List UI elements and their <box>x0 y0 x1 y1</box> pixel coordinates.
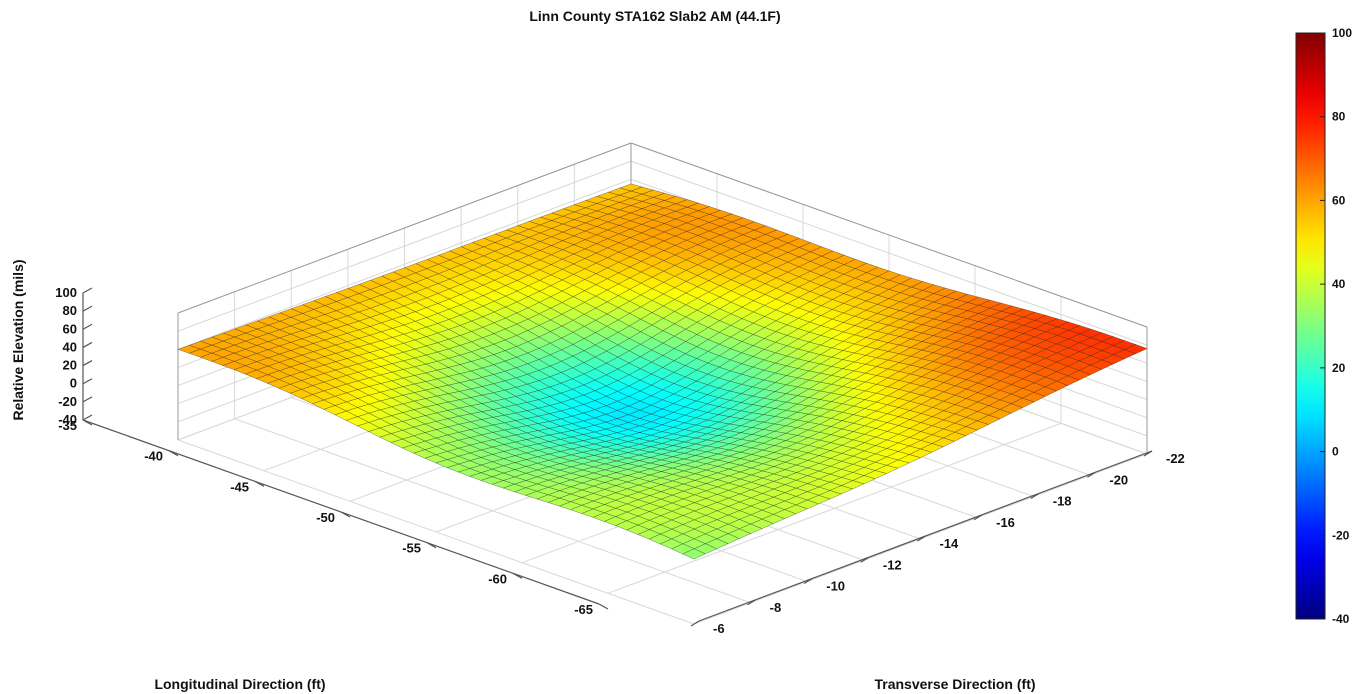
colorbar-tick-label: 80 <box>1332 110 1346 124</box>
z-tick-label: 60 <box>63 321 77 336</box>
y-tick-label: -18 <box>1053 494 1072 509</box>
y-axis-ticks: -6 -8 -10 -12 -14 -16 -18 -20 -22 <box>690 450 1185 636</box>
z-tick-label: 100 <box>55 285 77 300</box>
x-tick-label: -60 <box>488 571 507 586</box>
y-tick-label: -14 <box>940 536 960 551</box>
x-tick-label: -45 <box>230 479 249 494</box>
colorbar <box>1295 32 1326 620</box>
x-axis-ticks: -35 -40 -45 -50 -55 -60 -65 <box>58 418 609 617</box>
z-tick-label: -20 <box>58 394 77 409</box>
colorbar-tick-label: 0 <box>1332 445 1339 459</box>
z-tick-label: 40 <box>63 339 77 354</box>
y-tick-label: -20 <box>1109 472 1128 487</box>
y-tick-label: -12 <box>883 557 902 572</box>
colorbar-tick-label: 40 <box>1332 277 1346 291</box>
x-tick-label: -50 <box>316 510 335 525</box>
colorbar-tick-label: 100 <box>1332 26 1352 40</box>
y-axis-label: Transverse Direction (ft) <box>874 676 1035 692</box>
y-tick-label: -16 <box>996 515 1015 530</box>
z-tick-label: 0 <box>70 376 77 391</box>
y-tick-label: -10 <box>826 579 845 594</box>
colorbar-tick-label: 60 <box>1332 193 1346 207</box>
z-tick-label: -40 <box>58 412 77 427</box>
x-tick-label: -55 <box>402 541 421 556</box>
x-tick-label: -35 <box>58 418 77 433</box>
colorbar-ticks: -40 -20 0 20 40 60 80 100 <box>1320 26 1352 626</box>
z-tick-label: 80 <box>63 303 77 318</box>
z-tick-label: 20 <box>63 358 77 373</box>
colorbar-tick-label: -40 <box>1332 612 1350 626</box>
x-tick-label: -40 <box>144 449 163 464</box>
chart-title: Linn County STA162 Slab2 AM (44.1F) <box>529 8 780 24</box>
z-axis-label: Relative Elevation (mils) <box>10 259 26 420</box>
surface-plot <box>177 183 1148 560</box>
y-tick-label: -8 <box>770 600 782 615</box>
x-axis-label: Longitudinal Direction (ft) <box>154 676 325 692</box>
surface-facet <box>682 548 706 560</box>
z-axis-ticks: -40 -20 0 20 40 60 80 100 <box>55 285 93 427</box>
colorbar-tick-label: 20 <box>1332 361 1346 375</box>
colorbar-tick-label: -20 <box>1332 528 1350 542</box>
y-tick-label: -22 <box>1166 451 1185 466</box>
x-tick-label: -65 <box>574 602 593 617</box>
y-tick-label: -6 <box>713 621 725 636</box>
